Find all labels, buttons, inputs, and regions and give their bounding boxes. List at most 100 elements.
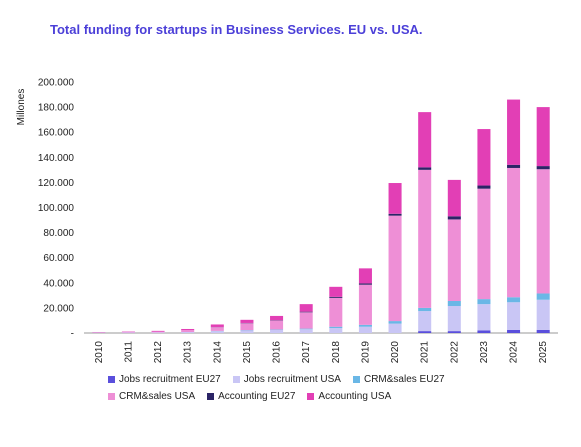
bar-segment [418,331,432,333]
chart-title: Total funding for startups in Business S… [50,22,423,37]
y-tick-label: 100.000 [38,203,75,214]
legend-row-2: CRM&sales USA Accounting EU27 Accounting… [108,391,488,402]
y-tick-label: 20.000 [43,303,74,314]
x-tick-label: 2024 [509,341,520,364]
bar-segment [329,297,343,327]
bar-segment [507,297,521,303]
legend-swatch [108,393,115,400]
bar-segment [418,169,432,308]
x-tick-label: 2016 [272,341,283,364]
legend-swatch [108,376,115,383]
bar-segment [121,331,135,333]
bar-segment [299,312,313,329]
bar-segment [270,320,284,330]
bar-segment [358,326,372,333]
legend-swatch [307,393,315,400]
legend-item-jobs-eu: Jobs recruitment EU27 [108,374,221,385]
legend-item-jobs-usa: Jobs recruitment USA [232,374,341,385]
bar-segment [270,329,284,333]
bar-segment [447,216,461,220]
bar-segment [507,99,521,165]
legend-label: CRM&sales EU27 [363,374,445,385]
bar-segment [210,324,224,327]
bar-segment [181,330,195,332]
x-tick-label: 2021 [420,341,431,364]
bar-segment [358,283,372,285]
x-tick-label: 2012 [153,341,164,364]
bar-segment [299,304,313,312]
bar-segment [388,323,402,333]
x-tick-label: 2013 [183,341,194,364]
bar-segment [447,331,461,333]
x-tick-label: 2020 [390,341,401,364]
x-tick-label: 2018 [331,341,342,364]
y-tick-label: 40.000 [43,278,74,289]
bar-segment [329,326,343,328]
y-tick-label: 120.000 [38,178,75,189]
legend-item-crm-usa: CRM&sales USA [108,391,195,402]
bar-segment [507,302,521,330]
legend-label: Jobs recruitment USA [243,374,341,385]
bar-segment [299,329,313,333]
bar-segment [418,307,432,312]
bar-segment [358,324,372,327]
legend-item-acc-usa: Accounting USA [307,391,391,402]
bar-segment [536,169,550,294]
bar-segment [358,268,372,284]
bar-segment [358,284,372,325]
bar-segment [151,331,165,333]
bar-segment [329,286,343,297]
bar-segment [536,166,550,170]
bar-segment [536,107,550,167]
bar-segment [388,321,402,324]
x-tick-label: 2010 [94,341,105,364]
x-tick-label: 2014 [212,341,223,364]
x-tick-label: 2017 [301,341,312,364]
legend-item-crm-eu: CRM&sales EU27 [352,374,445,385]
bar-segment [151,332,165,333]
y-tick-label: 160.000 [38,128,75,139]
bar-segment [477,188,491,300]
bar-segment [507,164,521,168]
bar-segment [536,299,550,330]
bar-segment [181,328,195,331]
bar-segment [477,185,491,189]
legend-row-1: Jobs recruitment EU27 Jobs recruitment U… [108,374,488,385]
bar-segment [388,215,402,322]
legend: Jobs recruitment EU27 Jobs recruitment U… [108,374,488,408]
bar-segment [477,299,491,305]
legend-item-acc-eu: Accounting EU27 [207,391,295,402]
bar-segment [388,213,402,216]
bar-segment [299,311,313,313]
bar-segment [477,304,491,331]
bar-segment [536,293,550,300]
bar-segment [447,179,461,217]
x-tick-label: 2023 [479,341,490,364]
bar-segment [388,183,402,214]
x-tick-label: 2011 [123,341,134,363]
bar-segment [507,167,521,298]
bar-segment [299,328,313,330]
bar-segment [447,300,461,307]
legend-label: Accounting EU27 [218,391,296,402]
bar-segment [418,112,432,168]
legend-swatch [232,376,240,383]
bar-segment [418,167,432,170]
bar-segment [181,331,195,333]
bar-segment [121,332,135,333]
bar-segment [447,306,461,332]
bar-segment [536,329,550,333]
y-tick-label: 80.000 [43,228,74,239]
y-tick-label: 200.000 [38,78,75,89]
legend-swatch [207,393,215,400]
legend-label: Accounting USA [318,391,392,402]
x-tick-label: 2025 [538,341,549,364]
bar-segment [270,315,284,321]
y-axis-label: Millones [16,89,27,126]
bar-segment [447,219,461,301]
bar-segment [240,323,254,331]
x-tick-label: 2022 [449,341,460,364]
bar-segment [477,129,491,186]
bar-segment [507,329,521,333]
